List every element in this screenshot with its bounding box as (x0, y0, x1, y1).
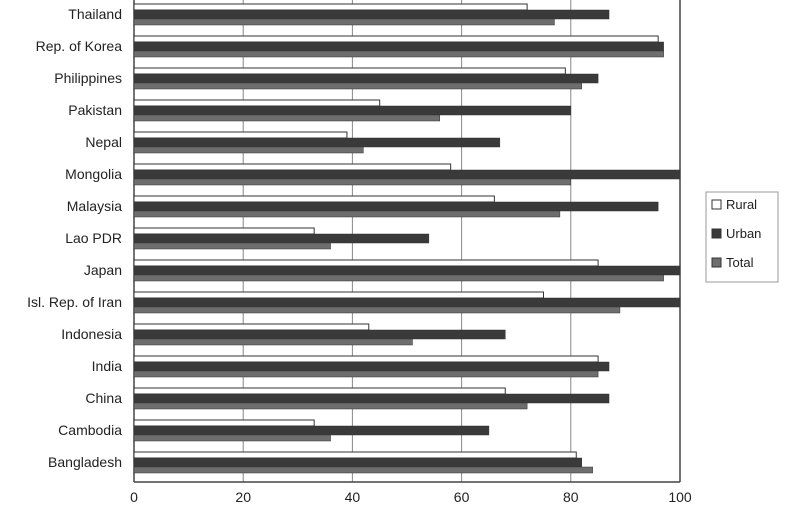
bar-total (133, 210, 561, 218)
x-tick-label: 0 (130, 489, 138, 505)
bar-total (133, 402, 528, 410)
legend-swatch-total (711, 257, 722, 268)
bar-rural (133, 451, 577, 459)
bar-rural (133, 35, 659, 43)
bar-urban (133, 233, 430, 244)
category-label: China (85, 390, 122, 406)
bar-total (133, 18, 555, 26)
bar-urban (133, 393, 610, 404)
category-label: Indonesia (61, 326, 122, 342)
bar-total (133, 338, 413, 346)
legend-label: Total (726, 255, 754, 270)
legend-swatch-rural (711, 199, 722, 210)
bar-rural (133, 163, 452, 171)
bar-urban (133, 73, 599, 84)
bar-urban (133, 457, 582, 468)
category-label: Isl. Rep. of Iran (27, 294, 122, 310)
bar-rural (133, 323, 370, 331)
bar-urban (133, 9, 610, 20)
bar-rural (133, 355, 599, 363)
category-label: Rep. of Korea (36, 38, 123, 54)
bar-total (133, 466, 593, 474)
category-label: Malaysia (67, 198, 122, 214)
bar-total (133, 82, 582, 90)
bar-total (133, 274, 664, 282)
bar-rural (133, 291, 544, 299)
category-label: Thailand (68, 6, 122, 22)
bar-total (133, 146, 364, 154)
bar-urban (133, 265, 681, 276)
bar-urban (133, 361, 610, 372)
bar-rural (133, 131, 348, 139)
bar-urban (133, 329, 506, 340)
bar-urban (133, 105, 572, 116)
bar-total (133, 242, 331, 250)
x-tick-label: 40 (345, 489, 361, 505)
bar-rural (133, 227, 315, 235)
category-label: Lao PDR (65, 230, 122, 246)
legend-label: Urban (726, 226, 761, 241)
bar-rural (133, 195, 495, 203)
bar-total (133, 434, 331, 442)
bar-rural (133, 387, 506, 395)
x-tick-label: 100 (668, 489, 692, 505)
category-label: Japan (84, 262, 122, 278)
bar-total (133, 50, 664, 58)
bar-urban (133, 297, 681, 308)
x-tick-label: 80 (563, 489, 579, 505)
category-label: Cambodia (58, 422, 122, 438)
bar-urban (133, 169, 681, 180)
category-label: Pakistan (68, 102, 122, 118)
x-tick-label: 60 (454, 489, 470, 505)
legend-swatch-urban (711, 228, 722, 239)
bar-total (133, 306, 621, 314)
bar-total (133, 178, 572, 186)
category-label: Bangladesh (48, 454, 122, 470)
bar-total (133, 370, 599, 378)
category-label: India (92, 358, 123, 374)
bar-urban (133, 425, 490, 436)
bar-rural (133, 67, 566, 75)
category-label: Mongolia (65, 166, 122, 182)
bar-rural (133, 99, 381, 107)
bar-urban (133, 137, 501, 148)
bar-urban (133, 201, 659, 212)
bar-rural (133, 419, 315, 427)
bar-rural (133, 3, 528, 11)
bar-rural (133, 259, 599, 267)
legend-label: Rural (726, 197, 757, 212)
bar-urban (133, 41, 664, 52)
category-label: Philippines (54, 70, 122, 86)
category-label: Nepal (85, 134, 122, 150)
x-tick-label: 20 (235, 489, 251, 505)
bar-total (133, 114, 441, 122)
